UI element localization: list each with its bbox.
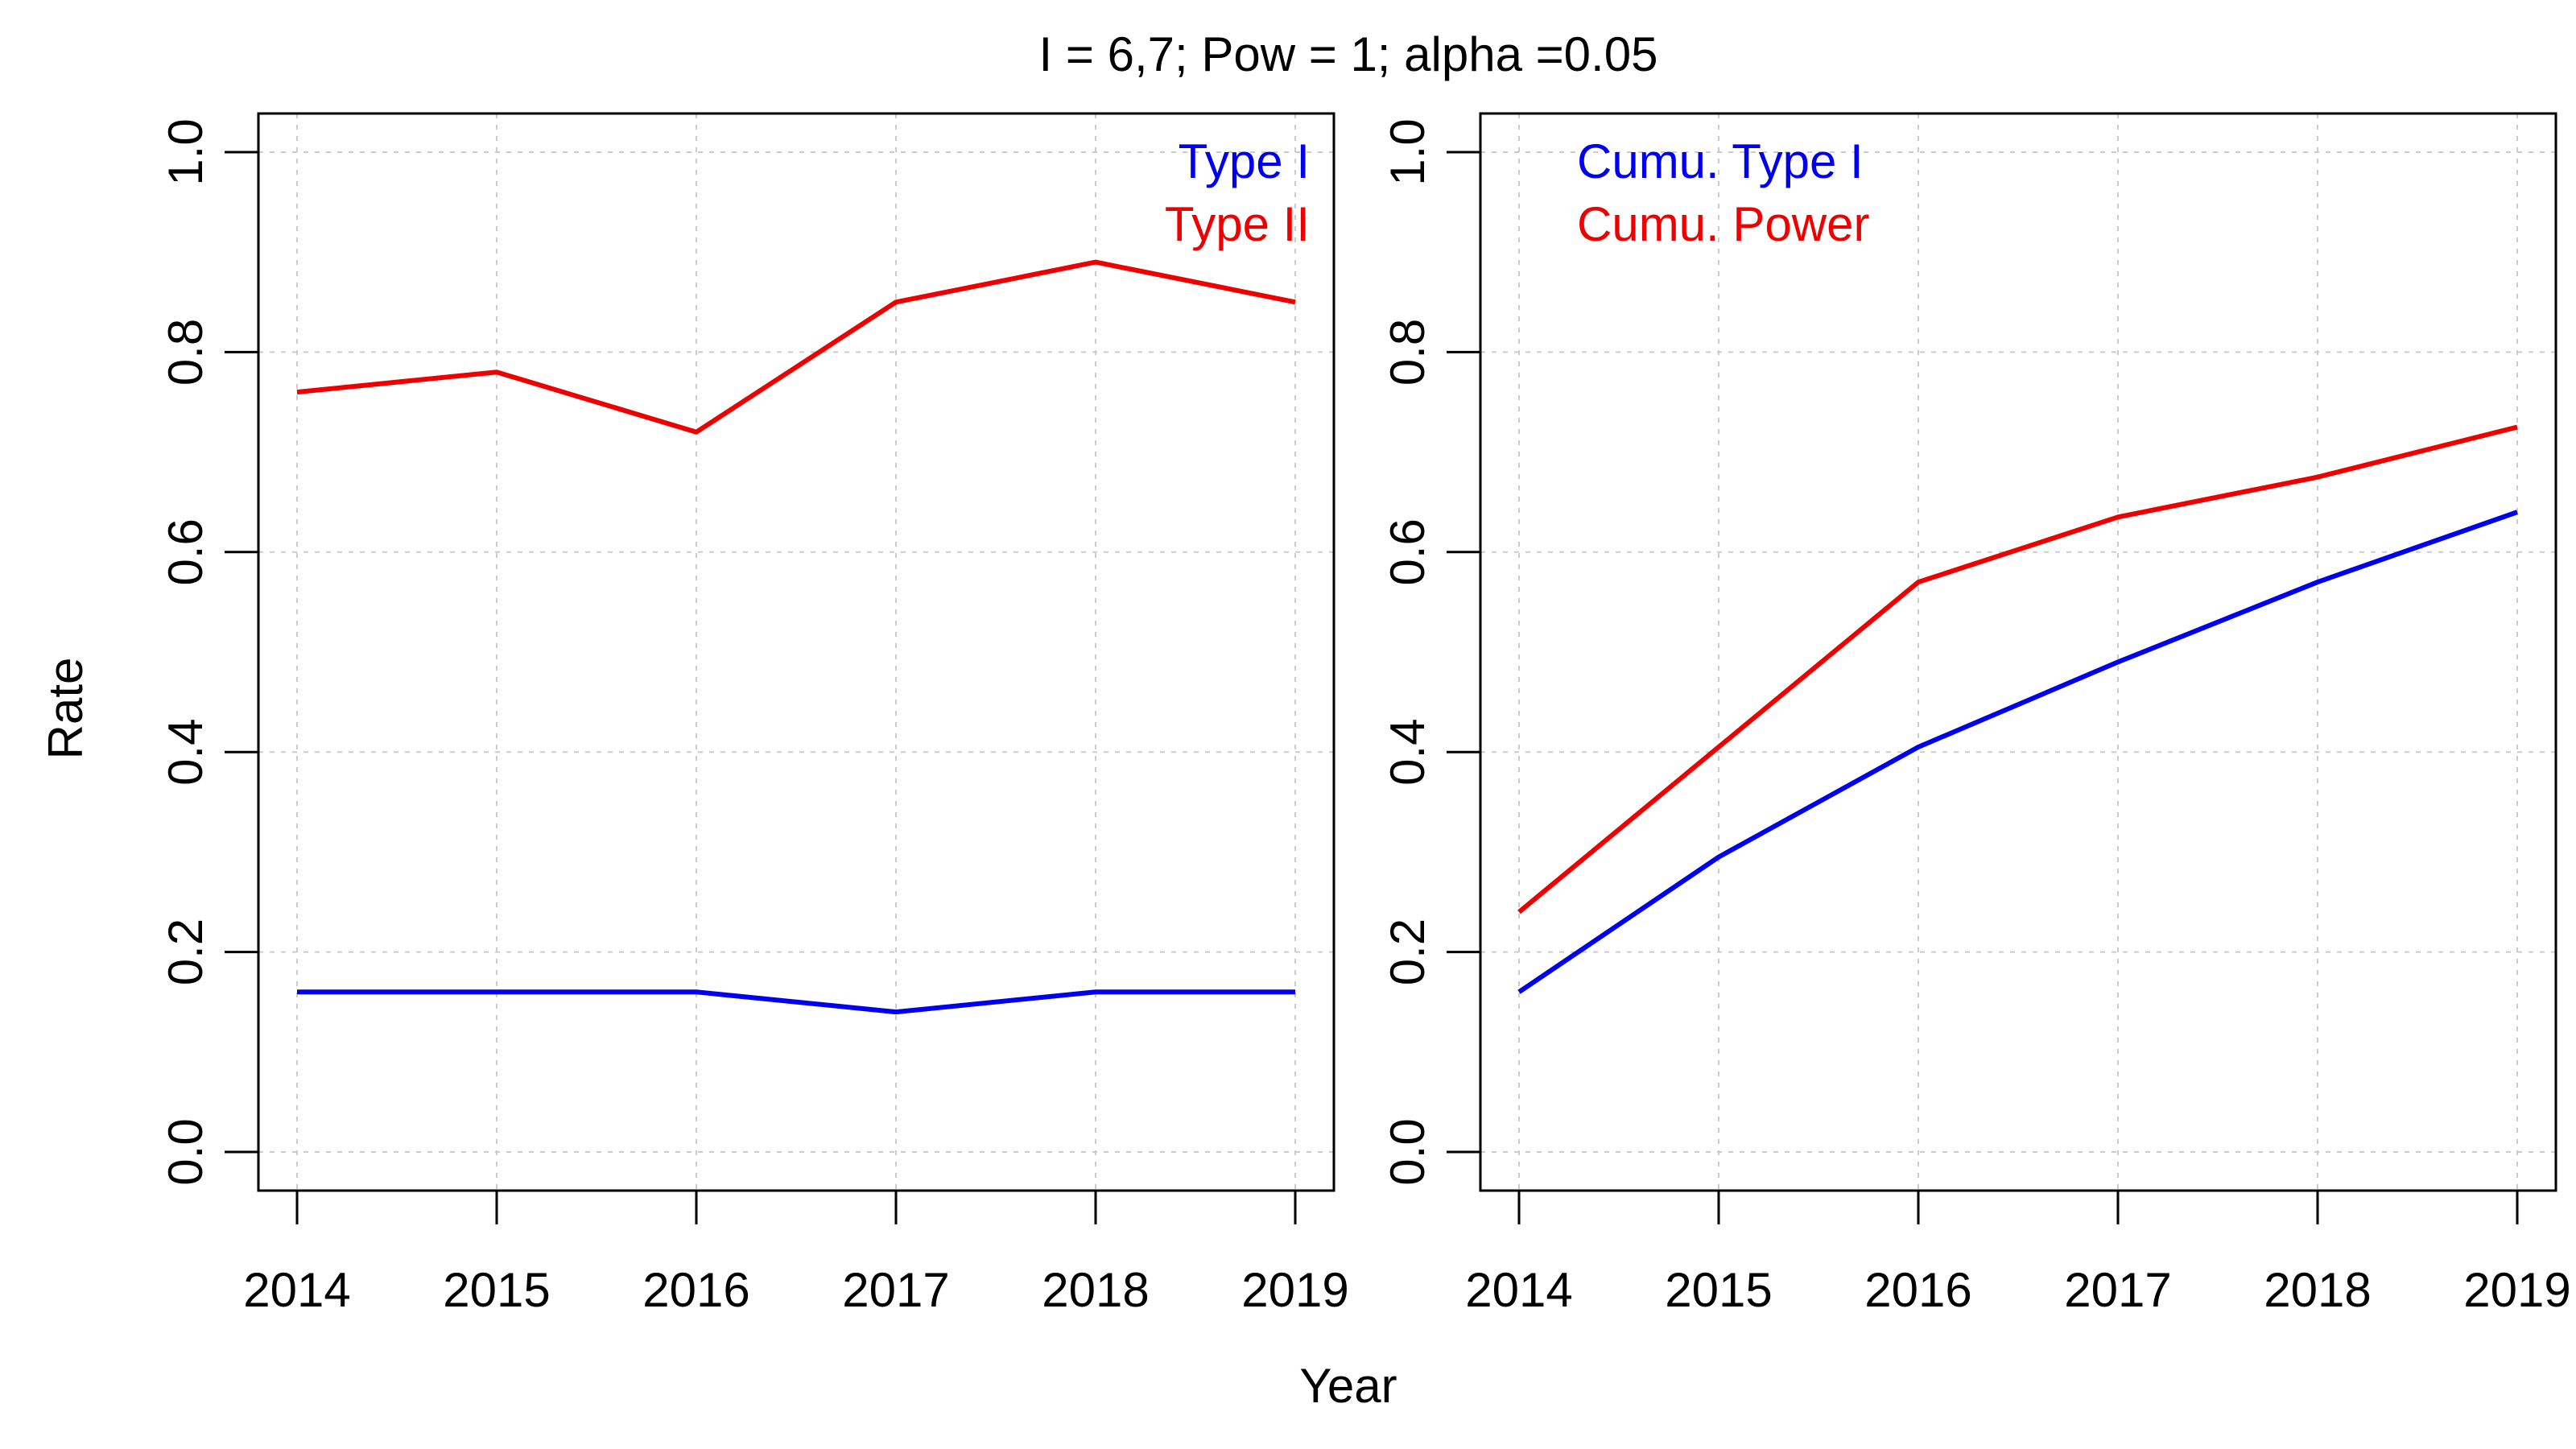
- y-tick-label: 1.0: [1381, 118, 1435, 185]
- y-tick-label: 0.2: [159, 919, 213, 985]
- x-tick-label: 2016: [642, 1263, 749, 1317]
- x-tick-label: 2017: [842, 1263, 949, 1317]
- series-line-type-i: [297, 989, 1295, 1015]
- chart-panel-left: 2014 2015 2016 2017 2018 2019 0.0 0.2 0.4 0.6 0.8 1…: [159, 112, 1349, 1317]
- series-line-cumu-type-i: [1517, 510, 2518, 994]
- y-tick-label: 1.0: [159, 118, 213, 185]
- y-tick-label: 0.0: [1381, 1118, 1435, 1185]
- x-tick-label: 2014: [243, 1263, 350, 1317]
- series-line-type-ii: [296, 259, 1296, 435]
- y-tick-label: 0.6: [1381, 518, 1435, 585]
- x-tick-label: 2015: [1665, 1263, 1772, 1317]
- x-tick-label: 2017: [2064, 1263, 2171, 1317]
- x-axis-label: Year: [1299, 1359, 1397, 1413]
- y-tick-label: 0.8: [1381, 319, 1435, 386]
- x-tick-label: 2015: [443, 1263, 550, 1317]
- chart-panel-right: 2014 2015 2016 2017 2018 2019 0.0 0.2 0.4 0.6 0.8 1…: [1381, 112, 2571, 1317]
- y-tick-label: 0.6: [159, 518, 213, 585]
- x-tick-label: 2019: [1241, 1263, 1348, 1317]
- x-tick-label: 2014: [1465, 1263, 1572, 1317]
- y-tick-label: 0.0: [159, 1118, 213, 1185]
- series-line-cumu-power: [1517, 424, 2518, 914]
- x-tick-label: 2016: [1864, 1263, 1971, 1317]
- y-tick-label: 0.4: [1381, 718, 1435, 785]
- y-tick-label: 0.8: [159, 319, 213, 386]
- plot-frame: [257, 112, 1335, 1192]
- y-tick-label: 0.4: [159, 718, 213, 785]
- figure-title: I = 6,7; Pow = 1; alpha =0.05: [1039, 27, 1658, 81]
- x-tick-label: 2019: [2463, 1263, 2570, 1317]
- legend-entry: Type II: [1165, 197, 1310, 251]
- x-tick-label: 2018: [2264, 1263, 2371, 1317]
- y-tick-label: 0.2: [1381, 919, 1435, 985]
- y-axis-label: Rate: [39, 658, 93, 760]
- plot-frame: [1479, 112, 2557, 1192]
- legend-entry: Cumu. Power: [1577, 197, 1869, 251]
- x-tick-label: 2018: [1042, 1263, 1149, 1317]
- legend-entry: Cumu. Type I: [1577, 134, 1864, 188]
- legend-entry: Type I: [1179, 134, 1310, 188]
